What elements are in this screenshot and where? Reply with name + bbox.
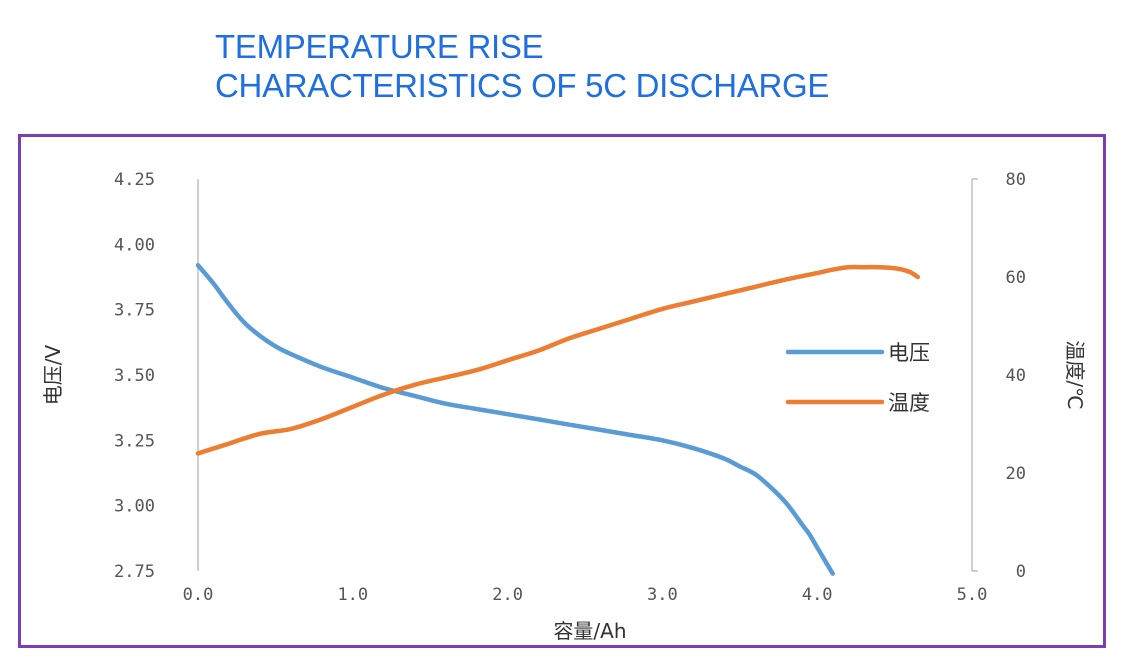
- x-tick-label: 5.0: [957, 585, 988, 605]
- x-tick-label: 2.0: [492, 585, 523, 605]
- y2-tick-label: 40: [1006, 366, 1026, 386]
- temperature-series-line: [195, 264, 921, 456]
- y-tick-label: 3.50: [114, 366, 155, 386]
- x-tick-label: 0.0: [183, 585, 214, 605]
- y-axis-label: 电压/V: [41, 344, 65, 405]
- y-tick-label: 2.75: [114, 562, 155, 582]
- series-layer: [195, 262, 921, 576]
- y-tick-label: 3.25: [114, 431, 155, 451]
- y2-tick-labels: 0 20 40 60 80: [1006, 170, 1026, 582]
- y-tick-label: 4.00: [114, 235, 155, 255]
- x-tick-label: 1.0: [337, 585, 368, 605]
- voltage-series-line: [195, 262, 835, 576]
- x-tick-labels: 0.0 1.0 2.0 3.0 4.0 5.0: [183, 585, 988, 605]
- x-tick-label: 4.0: [802, 585, 833, 605]
- y-tick-label: 3.75: [114, 301, 155, 321]
- y2-axis-label: 温度/℃: [1063, 340, 1087, 409]
- x-tick-label: 3.0: [647, 585, 678, 605]
- y-tick-label: 4.25: [114, 170, 155, 190]
- y2-tick-label: 0: [1016, 562, 1026, 582]
- y-tick-label: 3.00: [114, 497, 155, 517]
- x-axis-label: 容量/Ah: [553, 619, 626, 643]
- legend-label-voltage: 电压: [888, 341, 930, 365]
- y-tick-labels: 2.75 3.00 3.25 3.50 3.75 4.00 4.25: [114, 170, 155, 582]
- legend: 电压 温度: [785, 341, 930, 415]
- chart-title-line2: CHARACTERISTICS OF 5C DISCHARGE: [215, 67, 830, 104]
- y2-tick-label: 80: [1006, 170, 1026, 190]
- y2-tick-label: 60: [1006, 268, 1026, 288]
- y2-tick-label: 20: [1006, 464, 1026, 484]
- legend-label-temperature: 温度: [888, 391, 930, 415]
- chart-title-line1: TEMPERATURE RISE: [215, 28, 544, 65]
- chart-frame: [18, 134, 1106, 648]
